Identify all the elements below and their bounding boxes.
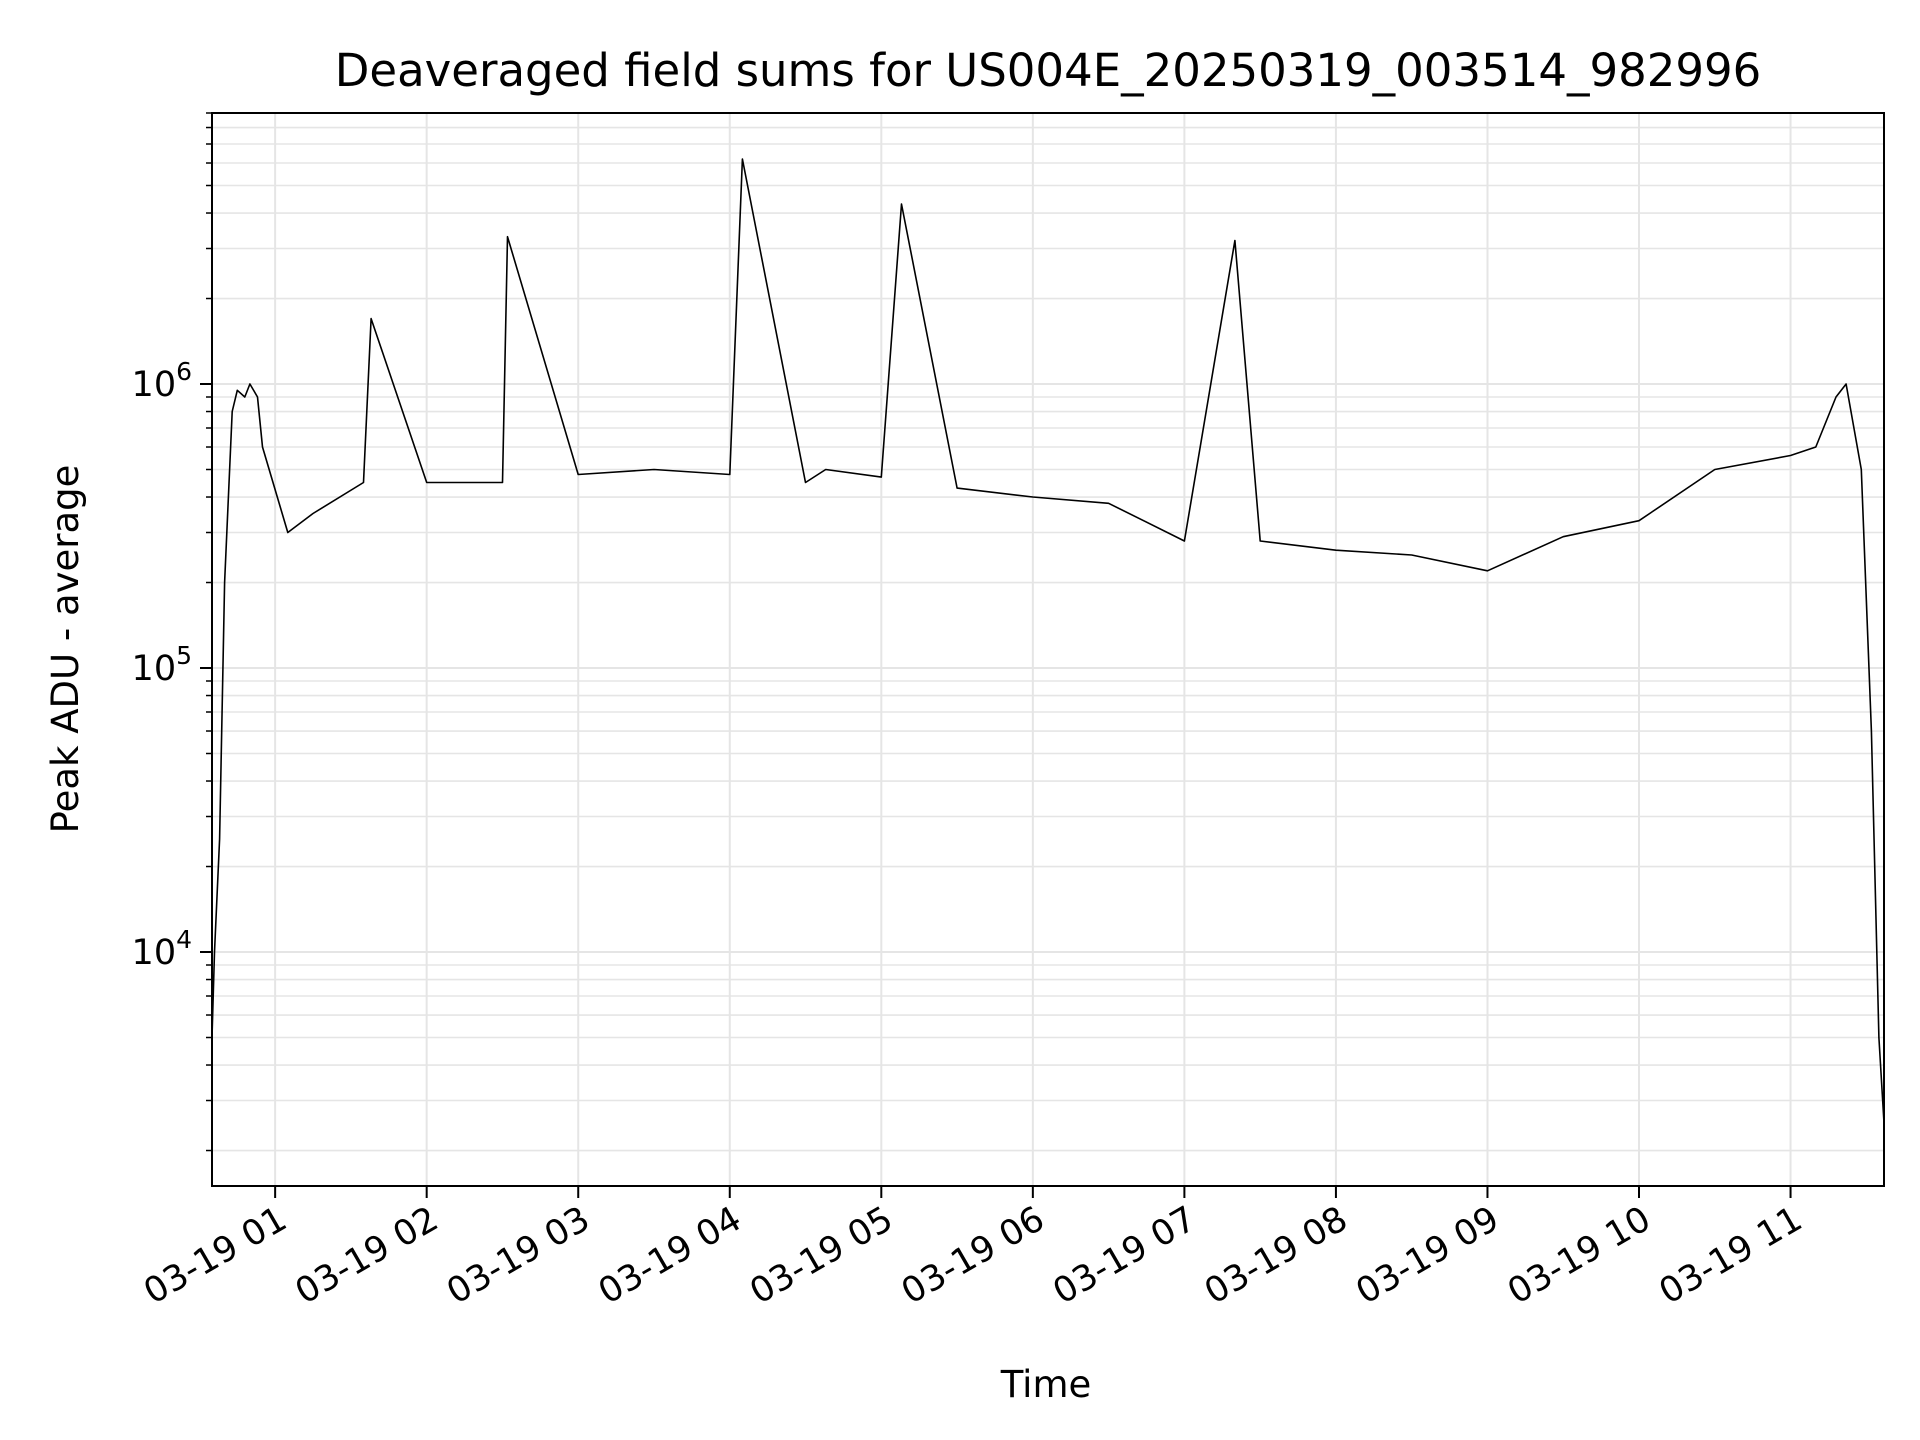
y-tick-base: 10 bbox=[132, 649, 177, 689]
y-axis-label: Peak ADU - average bbox=[44, 465, 87, 834]
y-tick-base: 10 bbox=[132, 933, 177, 973]
y-tick-label: 105 bbox=[132, 641, 192, 689]
y-tick-exponent: 6 bbox=[176, 357, 192, 386]
series-line bbox=[211, 158, 1885, 1124]
chart-title: Deaveraged field sums for US004E_2025031… bbox=[335, 44, 1762, 97]
y-tick-exponent: 5 bbox=[176, 641, 192, 670]
plot-frame bbox=[211, 112, 1885, 1187]
y-tick-base: 10 bbox=[132, 365, 177, 405]
x-axis-label: Time bbox=[1000, 1363, 1092, 1406]
y-tick-label: 106 bbox=[132, 357, 192, 405]
y-tick-exponent: 4 bbox=[176, 925, 192, 954]
series-layer bbox=[211, 158, 1885, 1124]
y-tick-label: 104 bbox=[132, 925, 192, 973]
